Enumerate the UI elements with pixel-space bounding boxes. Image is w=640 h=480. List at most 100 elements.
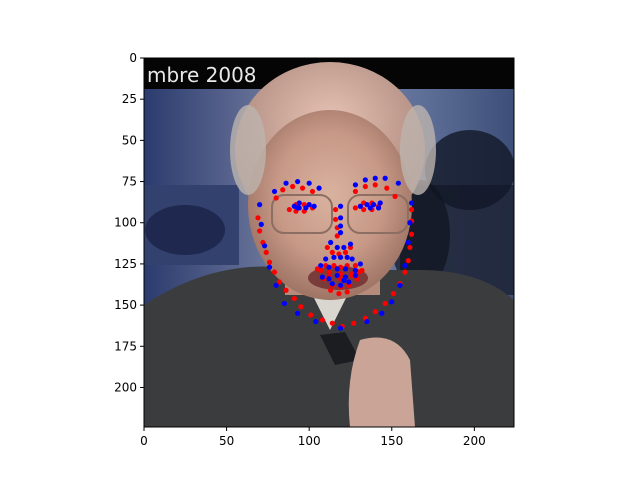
blue-landmark-point xyxy=(295,178,301,185)
blue-landmark-point xyxy=(341,277,347,283)
red-landmark-point xyxy=(271,269,278,275)
y-tick-label: 125 xyxy=(114,257,137,271)
blue-landmark-point xyxy=(313,318,319,325)
red-landmark-point xyxy=(276,279,283,285)
blue-landmark-point xyxy=(337,215,344,221)
blue-landmark-point xyxy=(318,262,324,269)
red-landmark-point xyxy=(273,195,279,201)
blue-landmark-point xyxy=(258,221,264,227)
red-landmark-point xyxy=(405,258,411,264)
blue-landmark-point xyxy=(311,203,317,209)
red-landmark-point xyxy=(333,206,339,213)
red-landmark-point xyxy=(408,206,415,213)
blue-landmark-point xyxy=(337,230,344,236)
red-landmark-point xyxy=(336,290,342,297)
red-landmark-point xyxy=(290,183,296,190)
y-tick-label: 50 xyxy=(122,133,137,147)
y-tick-label: 25 xyxy=(122,92,137,106)
red-landmark-point xyxy=(372,309,378,315)
blue-landmark-point xyxy=(372,175,378,181)
red-landmark-point xyxy=(280,187,286,193)
blue-landmark-point xyxy=(337,223,344,229)
red-landmark-point xyxy=(407,244,413,251)
x-tick-label: 0 xyxy=(140,434,148,448)
red-landmark-point xyxy=(324,244,330,251)
blue-landmark-point xyxy=(349,256,355,262)
x-tick-label: 50 xyxy=(219,434,234,448)
red-landmark-point xyxy=(384,185,390,191)
blue-landmark-point xyxy=(352,182,359,188)
blue-landmark-point xyxy=(357,261,363,267)
blue-landmark-point xyxy=(389,299,395,305)
red-landmark-point xyxy=(319,317,325,323)
y-axis-ticks: 0 25 50 75 100 125 150 175 200 xyxy=(114,51,144,394)
red-landmark-point xyxy=(318,267,324,274)
red-landmark-point xyxy=(392,193,398,199)
red-landmark-point xyxy=(352,205,359,211)
caption-overlay: mbre 2008 xyxy=(147,63,257,87)
blue-landmark-point xyxy=(283,180,289,186)
blue-landmark-point xyxy=(347,241,354,247)
red-landmark-point xyxy=(351,320,357,326)
blue-landmark-point xyxy=(337,203,344,209)
blue-landmark-point xyxy=(271,188,278,195)
face-photo: mbre 2008 xyxy=(144,58,514,427)
blue-landmark-point xyxy=(370,202,377,208)
red-landmark-point xyxy=(382,300,388,307)
red-landmark-point xyxy=(329,320,335,326)
blue-landmark-point xyxy=(273,282,279,288)
blue-landmark-point xyxy=(266,264,273,270)
scatter-layer xyxy=(255,175,415,331)
blue-landmark-point xyxy=(334,244,340,251)
blue-landmark-point xyxy=(408,200,415,206)
plot-frame xyxy=(143,57,515,428)
blue-landmark-point xyxy=(296,205,302,211)
blue-landmark-point xyxy=(342,266,349,272)
red-landmark-point xyxy=(352,262,359,269)
y-tick-label: 0 xyxy=(129,51,137,65)
blue-landmark-point xyxy=(319,274,325,280)
blue-landmark-point xyxy=(257,202,263,208)
red-landmark-point xyxy=(263,249,269,255)
blue-landmark-point xyxy=(407,220,413,226)
blue-landmark-point xyxy=(306,202,312,208)
x-tick-label: 200 xyxy=(463,434,486,448)
blue-landmark-point xyxy=(375,205,382,211)
blue-landmark-point xyxy=(303,205,309,211)
blue-landmark-point xyxy=(364,202,370,208)
y-tick-label: 200 xyxy=(114,380,137,394)
blue-landmark-point xyxy=(402,262,408,269)
blue-landmark-point xyxy=(395,180,401,186)
blue-landmark-point xyxy=(362,177,368,183)
blue-landmark-point xyxy=(334,272,340,279)
y-tick-label: 75 xyxy=(122,175,137,189)
red-landmark-point xyxy=(298,304,304,310)
y-tick-label: 175 xyxy=(114,339,137,353)
blue-landmark-point xyxy=(357,203,363,209)
red-landmark-point xyxy=(344,289,350,295)
blue-landmark-point xyxy=(341,244,347,251)
red-landmark-point xyxy=(255,215,261,221)
red-landmark-point xyxy=(283,287,289,293)
blue-landmark-point xyxy=(405,239,411,246)
blue-landmark-point xyxy=(377,200,383,206)
blue-landmark-point xyxy=(379,310,385,316)
blue-landmark-point xyxy=(326,276,332,282)
red-landmark-point xyxy=(331,262,337,269)
blue-landmark-point xyxy=(328,239,334,246)
red-landmark-point xyxy=(362,183,368,190)
red-landmark-point xyxy=(352,188,359,195)
y-tick-label: 150 xyxy=(114,298,137,312)
red-landmark-point xyxy=(408,231,415,237)
red-landmark-point xyxy=(257,228,263,234)
red-landmark-point xyxy=(342,249,349,255)
red-landmark-point xyxy=(402,269,408,275)
blue-landmark-point xyxy=(306,180,312,186)
blue-landmark-point xyxy=(326,264,332,270)
red-landmark-point xyxy=(334,233,340,239)
blue-landmark-point xyxy=(352,267,359,274)
blue-landmark-point xyxy=(261,243,268,249)
blue-landmark-point xyxy=(397,282,403,288)
x-axis-ticks: 0 50 100 150 200 xyxy=(140,427,486,448)
red-landmark-point xyxy=(372,182,378,188)
